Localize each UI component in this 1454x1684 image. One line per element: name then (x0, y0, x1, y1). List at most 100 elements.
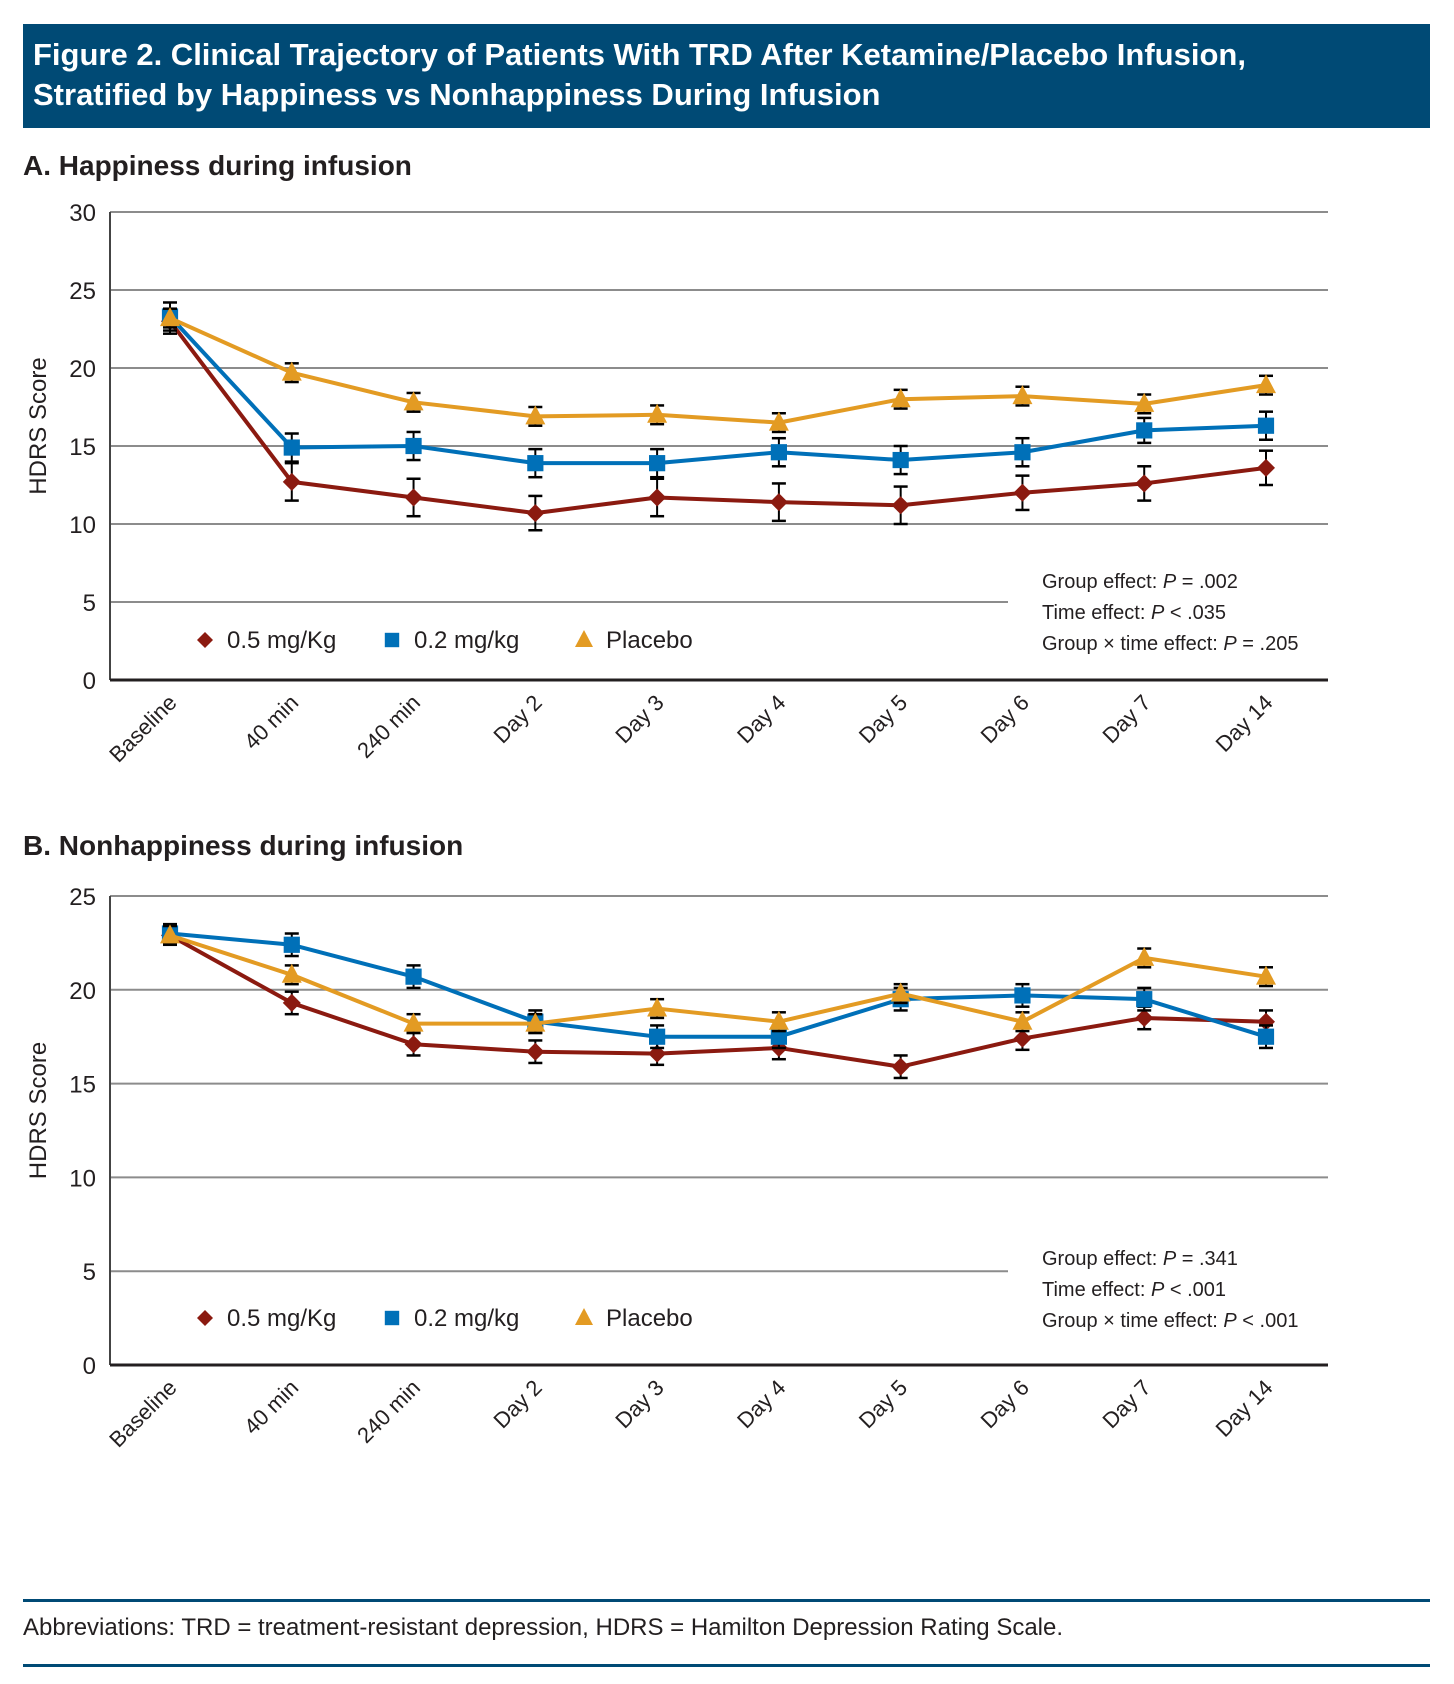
x-tick-label: Day 7 (1097, 690, 1155, 748)
legend-label: 0.2 mg/kg (414, 1305, 519, 1332)
data-point (404, 1035, 423, 1054)
y-tick-label: 25 (69, 884, 96, 911)
data-point (403, 391, 424, 411)
x-tick-label: Day 3 (610, 690, 668, 748)
x-tick-label: Day 3 (610, 1375, 668, 1433)
x-tick-label: Day 7 (1097, 1375, 1155, 1433)
y-axis-label: HDRS Score (25, 357, 52, 494)
x-tick-label: 40 min (239, 1375, 303, 1439)
data-point (770, 1028, 787, 1045)
data-point (892, 451, 909, 469)
data-point (404, 488, 423, 507)
data-point (525, 1012, 546, 1032)
data-point (1134, 946, 1155, 966)
panel-b-title: B. Nonhappiness during infusion (23, 830, 464, 861)
data-point (1135, 474, 1154, 493)
p-symbol: P (1223, 633, 1237, 655)
p-symbol: P (1163, 571, 1177, 593)
y-tick-label: 20 (69, 978, 96, 1005)
data-point (891, 496, 910, 515)
stats-line: Time effect: P < .035 (1042, 602, 1226, 624)
x-tick-label: 240 min (352, 690, 425, 763)
x-tick-label: Day 6 (976, 1375, 1034, 1433)
figure-title-line-1: Figure 2. Clinical Trajectory of Patient… (33, 37, 1246, 72)
legend-marker-diamond (197, 1310, 213, 1326)
x-tick-label: Day 2 (489, 690, 547, 748)
series-line-1 (168, 315, 1267, 466)
data-point (890, 982, 911, 1002)
x-tick-label: Day 14 (1211, 1375, 1278, 1442)
data-point (1013, 483, 1032, 502)
data-point (282, 472, 301, 491)
footnote-top-rule (23, 1599, 1430, 1602)
x-tick-label: Day 6 (976, 690, 1034, 748)
data-point (649, 1028, 666, 1045)
p-symbol: P (1151, 1279, 1165, 1301)
series-line-2 (169, 316, 1267, 425)
y-tick-label: 15 (69, 1072, 96, 1099)
data-point (1136, 422, 1153, 439)
data-point (1257, 1028, 1275, 1045)
data-point (768, 411, 789, 431)
x-tick-label: 40 min (239, 690, 303, 754)
data-point (891, 1057, 910, 1076)
data-point (1257, 1012, 1275, 1031)
data-point (1013, 1029, 1032, 1048)
y-tick-label: 10 (69, 512, 96, 539)
legend-label: 0.5 mg/Kg (227, 1305, 336, 1332)
y-tick-label: 30 (69, 200, 96, 227)
series-line-2 (169, 933, 1267, 1026)
stats-line: Group × time effect: P < .001 (1042, 1310, 1298, 1332)
legend-label: 0.5 mg/Kg (227, 627, 336, 654)
y-tick-label: 20 (69, 356, 96, 383)
data-point (1134, 392, 1155, 412)
y-tick-label: 5 (83, 590, 96, 617)
x-tick-label: Baseline (104, 690, 181, 767)
data-point (1014, 987, 1031, 1004)
data-point (405, 437, 422, 455)
data-point (160, 307, 180, 327)
legend-label: 0.2 mg/kg (414, 627, 519, 654)
data-point (405, 968, 422, 985)
y-tick-label: 15 (69, 434, 96, 461)
data-point (281, 963, 302, 983)
chart-a: 0 5 10 15 20 25 30 HDRS Score Baseline 40 min 240 … (25, 200, 1328, 767)
stats-line: Time effect: P < .001 (1042, 1279, 1226, 1301)
p-symbol: P (1163, 1248, 1177, 1270)
data-point (770, 444, 787, 461)
data-point (282, 993, 301, 1012)
data-point (1135, 1008, 1154, 1027)
y-tick-label: 5 (83, 1259, 96, 1286)
footnote: Abbreviations: TRD = treatment-resistant… (23, 1614, 1064, 1641)
data-point (648, 1044, 667, 1063)
data-point (768, 1010, 789, 1030)
y-tick-label: 10 (69, 1165, 96, 1192)
stats-line: Group effect: P = .002 (1042, 571, 1238, 593)
stats-line: Group × time effect: P = .205 (1042, 633, 1298, 655)
x-tick-label: Day 5 (854, 1375, 912, 1433)
data-point (769, 493, 788, 512)
data-point (1257, 417, 1275, 434)
panel-a-title: A. Happiness during infusion (23, 150, 412, 181)
y-tick-label: 25 (69, 278, 96, 305)
figure-title-line-2: Stratified by Happiness vs Nonhappiness … (33, 77, 881, 112)
x-tick-label: Day 4 (732, 690, 790, 748)
y-axis-label: HDRS Score (25, 1042, 52, 1179)
legend-marker-diamond (197, 632, 213, 648)
data-point (283, 439, 300, 456)
figure-header: Figure 2. Clinical Trajectory of Patient… (23, 24, 1430, 128)
data-point (526, 504, 545, 523)
data-point (525, 405, 546, 425)
data-point (890, 388, 911, 408)
stats-line: Group effect: P = .341 (1042, 1248, 1238, 1270)
data-point (283, 936, 300, 953)
series-line-1 (169, 931, 1267, 1039)
p-symbol: P (1151, 602, 1165, 624)
footnote-bottom-rule (23, 1664, 1430, 1667)
data-point (403, 1012, 424, 1032)
legend-label: Placebo (606, 627, 693, 654)
x-tick-label: Day 2 (489, 1375, 547, 1433)
legend-marker-square (384, 1310, 400, 1326)
data-point (1136, 991, 1153, 1008)
y-tick-label: 0 (83, 1353, 96, 1380)
